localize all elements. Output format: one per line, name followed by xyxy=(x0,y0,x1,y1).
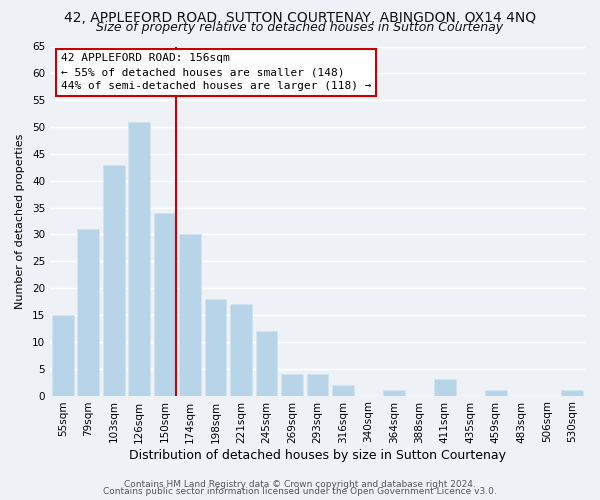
Bar xyxy=(281,374,303,396)
Text: 42, APPLEFORD ROAD, SUTTON COURTENAY, ABINGDON, OX14 4NQ: 42, APPLEFORD ROAD, SUTTON COURTENAY, AB… xyxy=(64,11,536,25)
Bar xyxy=(562,390,583,396)
Text: 42 APPLEFORD ROAD: 156sqm
← 55% of detached houses are smaller (148)
44% of semi: 42 APPLEFORD ROAD: 156sqm ← 55% of detac… xyxy=(61,54,371,92)
Bar xyxy=(307,374,328,396)
Bar xyxy=(383,390,405,396)
Text: Contains HM Land Registry data © Crown copyright and database right 2024.: Contains HM Land Registry data © Crown c… xyxy=(124,480,476,489)
Bar xyxy=(128,122,150,396)
X-axis label: Distribution of detached houses by size in Sutton Courtenay: Distribution of detached houses by size … xyxy=(129,450,506,462)
Bar xyxy=(256,331,277,396)
Bar xyxy=(103,164,125,396)
Bar xyxy=(154,213,176,396)
Bar xyxy=(77,229,99,396)
Bar xyxy=(434,380,456,396)
Y-axis label: Number of detached properties: Number of detached properties xyxy=(15,134,25,308)
Bar xyxy=(179,234,201,396)
Bar xyxy=(332,385,354,396)
Text: Size of property relative to detached houses in Sutton Courtenay: Size of property relative to detached ho… xyxy=(97,22,503,35)
Text: Contains public sector information licensed under the Open Government Licence v3: Contains public sector information licen… xyxy=(103,487,497,496)
Bar xyxy=(230,304,252,396)
Bar xyxy=(205,299,226,396)
Bar xyxy=(485,390,506,396)
Bar xyxy=(52,315,74,396)
